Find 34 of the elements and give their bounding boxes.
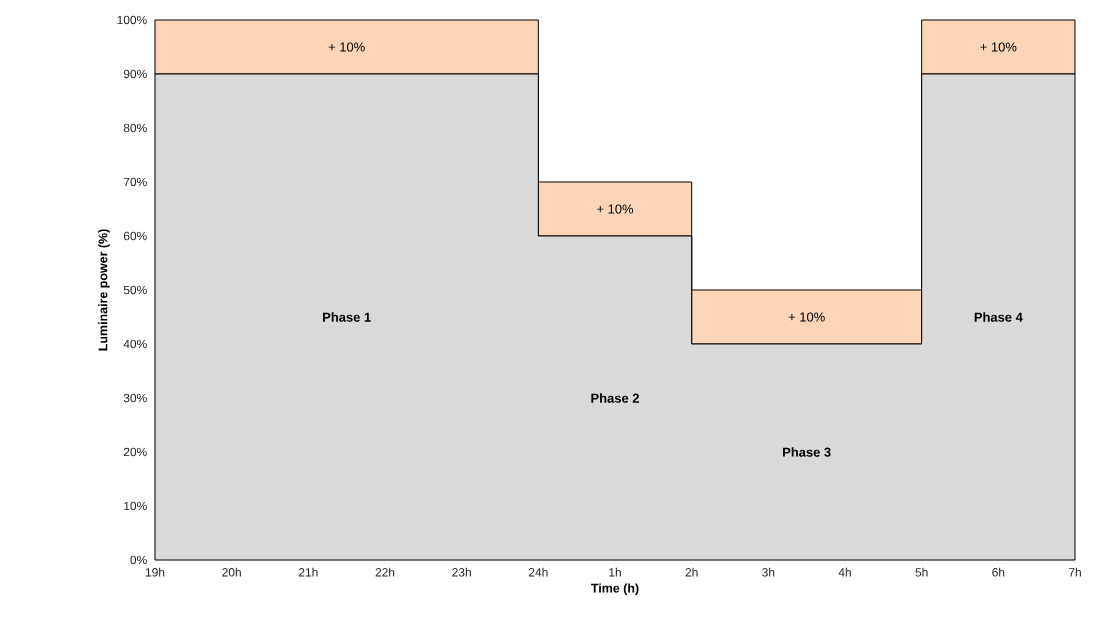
y-tick-label: 60% — [123, 231, 147, 241]
y-tick-label: 50% — [123, 285, 147, 295]
y-tick-label: 40% — [123, 339, 147, 349]
x-tick-label: 21h — [298, 567, 318, 577]
x-tick-label: 4h — [838, 567, 851, 577]
x-tick-label: 23h — [452, 567, 471, 577]
x-tick-label: 19h — [145, 567, 165, 577]
y-axis-title: Luminaire power (%) — [98, 229, 110, 351]
x-axis-title: Time (h) — [591, 583, 639, 595]
x-tick-label: 1h — [609, 567, 621, 577]
x-tick-label: 2h — [685, 567, 698, 577]
x-tick-label: 22h — [375, 567, 395, 577]
y-tick-label: 0% — [130, 555, 147, 565]
x-tick-label: 20h — [222, 567, 241, 577]
y-tick-label: 30% — [123, 393, 147, 403]
y-tick-label: 100% — [117, 15, 147, 25]
x-tick-label: 7h — [1068, 567, 1081, 577]
y-tick-label: 90% — [123, 69, 147, 79]
annotation: + 10% — [980, 42, 1017, 52]
y-tick-label: 70% — [123, 177, 147, 187]
annotation: Phase 2 — [591, 393, 639, 403]
x-tick-label: 24h — [528, 567, 548, 577]
y-tick-label: 20% — [123, 447, 147, 457]
x-tick-label: 6h — [992, 567, 1005, 577]
annotation: Phase 4 — [974, 312, 1023, 322]
y-tick-label: 10% — [124, 501, 147, 511]
x-tick-label: 5h — [915, 567, 928, 577]
annotation: + 10% — [597, 204, 634, 214]
annotation: Phase 1 — [323, 312, 371, 322]
annotation: Phase 3 — [783, 447, 831, 457]
y-tick-label: 80% — [123, 123, 147, 133]
annotation: + 10% — [788, 312, 825, 322]
annotation: + 10% — [328, 42, 365, 52]
x-tick-label: 3h — [762, 567, 775, 577]
